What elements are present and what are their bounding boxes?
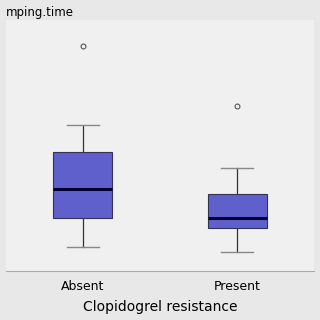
Text: mping.time: mping.time (5, 5, 74, 19)
Bar (53, 152, 112, 218)
X-axis label: Clopidogrel resistance: Clopidogrel resistance (83, 300, 237, 315)
Bar (208, 194, 267, 228)
